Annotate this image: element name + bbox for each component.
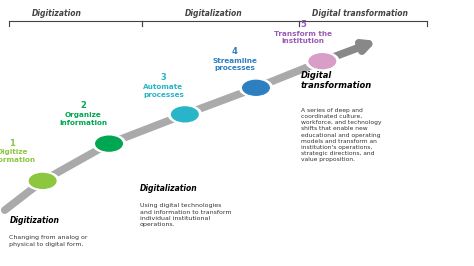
Circle shape [172, 107, 198, 122]
Circle shape [26, 172, 59, 190]
Circle shape [29, 173, 56, 188]
Text: 4: 4 [232, 47, 237, 56]
Text: Automate
processes: Automate processes [143, 84, 184, 98]
Text: 5: 5 [301, 20, 306, 29]
Text: A series of deep and
coordinated culture,
workforce, and technology
shifts that : A series of deep and coordinated culture… [301, 108, 382, 162]
Text: Digitalization: Digitalization [140, 184, 198, 193]
Text: Digitalization: Digitalization [184, 9, 242, 18]
Text: Organize
information: Organize information [59, 112, 107, 126]
Text: Transform the
institution: Transform the institution [274, 31, 332, 44]
Circle shape [239, 78, 273, 97]
Text: Using digital technologies
and information to transform
individual institutional: Using digital technologies and informati… [140, 203, 231, 227]
Text: 2: 2 [80, 101, 86, 110]
Text: 1: 1 [9, 139, 15, 148]
Text: 3: 3 [161, 73, 166, 82]
Text: Changing from analog or
physical to digital form.: Changing from analog or physical to digi… [9, 235, 88, 247]
Circle shape [92, 134, 126, 153]
Text: Digitize
information: Digitize information [0, 149, 36, 163]
Circle shape [309, 54, 336, 69]
Circle shape [243, 80, 269, 95]
Text: Digital transformation: Digital transformation [312, 9, 408, 18]
Text: Digitization: Digitization [32, 9, 82, 18]
Circle shape [306, 52, 339, 70]
Circle shape [168, 105, 201, 124]
Text: Streamline
processes: Streamline processes [212, 58, 257, 71]
Circle shape [96, 136, 122, 151]
Text: Digital
transformation: Digital transformation [301, 71, 372, 90]
Text: Digitization: Digitization [9, 216, 59, 225]
